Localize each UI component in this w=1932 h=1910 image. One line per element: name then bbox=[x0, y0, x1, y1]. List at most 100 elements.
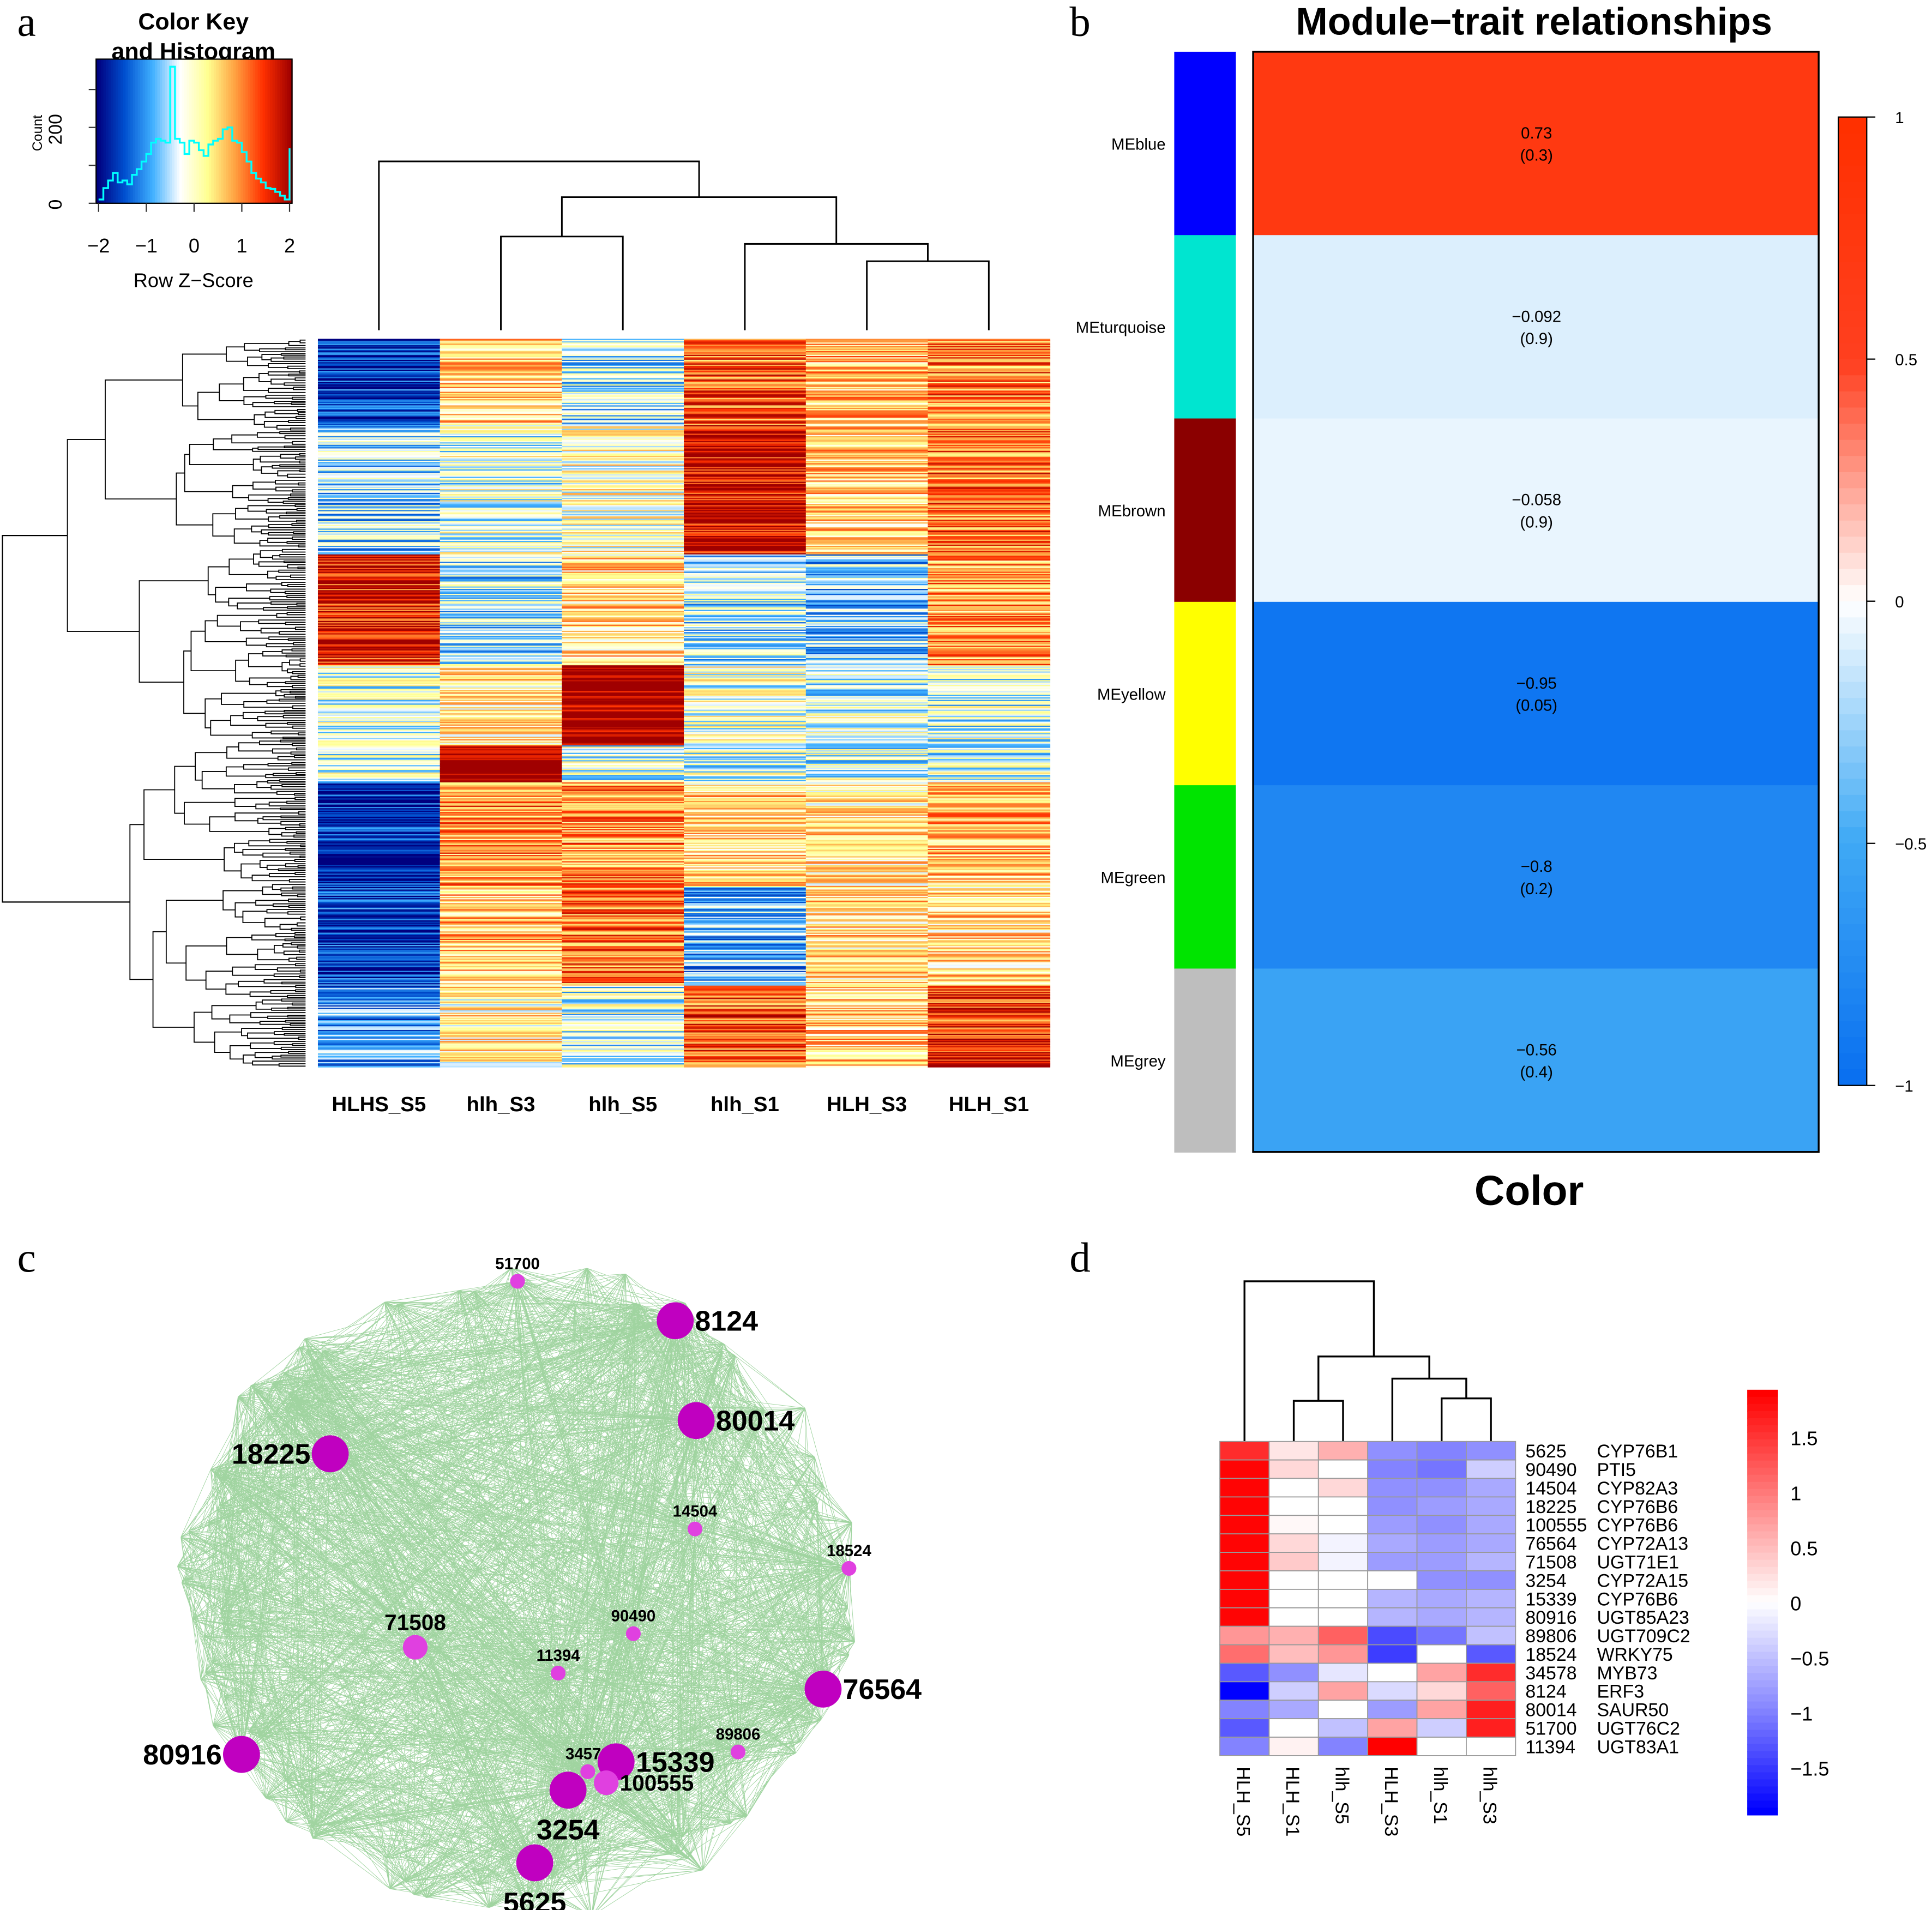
heatmap-cell bbox=[684, 605, 806, 607]
heatmap-cell bbox=[805, 913, 929, 915]
heatmap-cell bbox=[684, 474, 806, 477]
heatmap-cell bbox=[928, 1053, 1051, 1056]
heatmap-cell bbox=[805, 640, 929, 643]
count-tick-0: 0 bbox=[45, 200, 66, 210]
heatmap-cell bbox=[562, 478, 684, 480]
heatmap-cell bbox=[562, 965, 684, 967]
heatmap-cell bbox=[317, 809, 441, 811]
heatmap-cell bbox=[562, 414, 684, 416]
heatmap-cell bbox=[1268, 1496, 1319, 1516]
heatmap-cell bbox=[317, 1023, 441, 1026]
heatmap-cell bbox=[684, 429, 806, 431]
heatmap-cell bbox=[1466, 1718, 1516, 1738]
heatmap-cell bbox=[684, 853, 806, 856]
heatmap-cell bbox=[562, 632, 684, 634]
heatmap-cell bbox=[684, 910, 806, 913]
heatmap-cell bbox=[440, 342, 563, 345]
heatmap-cell bbox=[805, 931, 929, 933]
heatmap-cell bbox=[562, 611, 684, 613]
heatmap-cell bbox=[440, 399, 563, 401]
heatmap-cell bbox=[440, 486, 563, 489]
heatmap-cell bbox=[684, 966, 806, 968]
heatmap-cell bbox=[562, 920, 684, 923]
heatmap-cell bbox=[317, 815, 441, 818]
heatmap-cell bbox=[805, 495, 929, 497]
dendrogram-branch bbox=[278, 1063, 306, 1067]
heatmap-cell bbox=[317, 692, 441, 695]
heatmap-cell bbox=[317, 767, 441, 769]
heatmap-cell bbox=[562, 416, 684, 418]
heatmap-cell bbox=[317, 807, 441, 809]
heatmap-cell bbox=[440, 629, 563, 631]
heatmap-cell bbox=[684, 373, 806, 375]
heatmap-cell bbox=[928, 667, 1051, 670]
heatmap-cell bbox=[805, 974, 929, 977]
heatmap-cell bbox=[928, 840, 1051, 842]
heatmap-cell bbox=[928, 1017, 1051, 1020]
heatmap-cell bbox=[440, 807, 563, 809]
heatmap-cell bbox=[928, 559, 1051, 562]
key-swatch bbox=[282, 59, 286, 203]
heatmap-cell bbox=[440, 738, 563, 740]
heatmap-cell bbox=[440, 833, 563, 835]
heatmap-cell bbox=[928, 346, 1051, 348]
heatmap-cell bbox=[805, 926, 929, 929]
heatmap-cell bbox=[928, 477, 1051, 479]
dendrogram-branch bbox=[279, 431, 306, 435]
heatmap-cell bbox=[562, 387, 684, 389]
heatmap-cell bbox=[928, 793, 1051, 796]
heatmap-cell bbox=[562, 950, 684, 952]
heatmap-cell bbox=[317, 802, 441, 804]
heatmap-cell bbox=[928, 406, 1051, 408]
heatmap-cell bbox=[440, 824, 563, 826]
heatmap-cell bbox=[317, 436, 441, 438]
heatmap-cell bbox=[928, 664, 1051, 666]
heatmap-cell bbox=[684, 995, 806, 997]
heatmap-cell bbox=[928, 956, 1051, 958]
heatmap-cell bbox=[928, 775, 1051, 777]
heatmap-cell bbox=[928, 390, 1051, 393]
heatmap-cell bbox=[562, 720, 684, 723]
heatmap-cell bbox=[928, 453, 1051, 455]
heatmap-cell bbox=[928, 907, 1051, 909]
heatmap-cell bbox=[440, 679, 563, 681]
heatmap-cell bbox=[562, 924, 684, 926]
heatmap-cell bbox=[684, 649, 806, 651]
heatmap-cell bbox=[928, 866, 1051, 868]
histogram bbox=[98, 65, 291, 201]
heatmap-cell bbox=[805, 824, 929, 826]
heatmap-cell bbox=[440, 932, 563, 935]
heatmap-cell bbox=[562, 963, 684, 966]
heatmap-cell bbox=[805, 364, 929, 367]
heatmap-cell bbox=[684, 947, 806, 949]
heatmap-cell bbox=[928, 774, 1051, 776]
heatmap-cell bbox=[805, 384, 929, 387]
heatmap-cell bbox=[805, 501, 929, 503]
heatmap-cell bbox=[440, 568, 563, 570]
heatmap-cell bbox=[805, 623, 929, 625]
heatmap-cell bbox=[684, 993, 806, 995]
heatmap-cell bbox=[1219, 1478, 1270, 1498]
heatmap-cell bbox=[928, 478, 1051, 480]
heatmap-cell bbox=[317, 1032, 441, 1034]
heatmap-cell bbox=[928, 687, 1051, 690]
heatmap-cell bbox=[684, 418, 806, 420]
heatmap-cell bbox=[805, 760, 929, 762]
heatmap-cell bbox=[805, 584, 929, 586]
heatmap-cell bbox=[317, 837, 441, 840]
heatmap-cell bbox=[440, 409, 563, 411]
heatmap-cell bbox=[928, 869, 1051, 871]
heatmap-cell bbox=[562, 367, 684, 369]
heatmap-cell bbox=[317, 904, 441, 906]
colorbar-swatch bbox=[1747, 1609, 1778, 1617]
heatmap-cell bbox=[1219, 1441, 1270, 1461]
heatmap-cell bbox=[684, 1045, 806, 1047]
heatmap-cell bbox=[440, 863, 563, 866]
heatmap-cell bbox=[562, 521, 684, 523]
heatmap-cell bbox=[317, 576, 441, 579]
heatmap-cell bbox=[928, 371, 1051, 373]
heatmap-cell bbox=[928, 401, 1051, 403]
heatmap-cell bbox=[928, 610, 1051, 612]
heatmap-cell bbox=[440, 521, 563, 523]
heatmap-cell bbox=[805, 967, 929, 969]
